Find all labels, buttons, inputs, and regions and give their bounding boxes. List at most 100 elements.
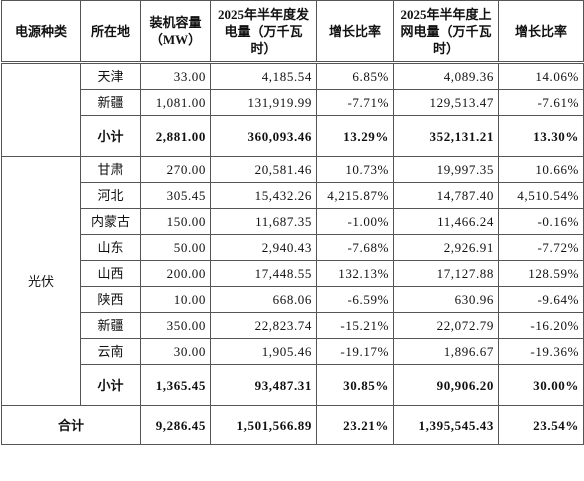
row-label: 陕西 <box>80 286 141 313</box>
value-cell: 10.73% <box>316 156 394 183</box>
header-row: 电源种类 所在地 装机容量（MW） 2025年半年度发电量（万千瓦时） 增长比率 2025… <box>1 0 584 64</box>
total-row: 合计 9,286.45 1,501,566.89 23.21% 1,395,545.43… <box>1 405 584 445</box>
value-cell: 1,905.46 <box>210 338 317 365</box>
row-label: 甘肃 <box>80 156 141 183</box>
value-cell: 19,997.35 <box>393 156 499 183</box>
subtotal-row: 小计 1,365.45 93,487.31 30.85% 90,906.20 30.00% <box>2 364 584 406</box>
value-cell: -19.36% <box>498 338 584 365</box>
value-cell: -1.00% <box>316 208 394 235</box>
row-label: 内蒙古 <box>80 208 141 235</box>
row-label: 新疆 <box>80 312 141 339</box>
value-cell: 20,581.46 <box>210 156 317 183</box>
value-cell: 14.06% <box>498 62 584 90</box>
value-cell: 1,896.67 <box>393 338 499 365</box>
value-cell: -15.21% <box>316 312 394 339</box>
value-cell: 4,510.54% <box>498 182 584 209</box>
data-row: 新疆 350.00 22,823.74 -15.21% 22,072.79 -16.20% <box>2 312 584 339</box>
type-cell: 光伏 <box>1 156 81 406</box>
value-cell: 22,072.79 <box>393 312 499 339</box>
value-cell: 11,687.35 <box>210 208 317 235</box>
data-row: 陕西 10.00 668.06 -6.59% 630.96 -9.64% <box>2 286 584 313</box>
value-cell: 668.06 <box>210 286 317 313</box>
value-cell: 9,286.45 <box>140 405 211 445</box>
value-cell: 30.00% <box>498 364 584 406</box>
header-cell: 2025年半年度上网电量（万千瓦时） <box>393 0 499 64</box>
header-cell: 所在地 <box>80 0 141 64</box>
value-cell: 352,131.21 <box>393 115 499 157</box>
value-cell: 17,448.55 <box>210 260 317 287</box>
value-cell: 630.96 <box>393 286 499 313</box>
value-cell: -0.16% <box>498 208 584 235</box>
value-cell: 10.66% <box>498 156 584 183</box>
value-cell: 23.21% <box>316 405 394 445</box>
data-row: 山东 50.00 2,940.43 -7.68% 2,926.91 -7.72% <box>2 234 584 261</box>
value-cell: 13.30% <box>498 115 584 157</box>
value-cell: 93,487.31 <box>210 364 317 406</box>
value-cell: 90,906.20 <box>393 364 499 406</box>
value-cell: 132.13% <box>316 260 394 287</box>
row-label: 河北 <box>80 182 141 209</box>
value-cell: 270.00 <box>140 156 211 183</box>
value-cell: 11,466.24 <box>393 208 499 235</box>
value-cell: 129,513.47 <box>393 89 499 116</box>
value-cell: 17,127.88 <box>393 260 499 287</box>
row-label: 天津 <box>80 62 141 90</box>
value-cell: 13.29% <box>316 115 394 157</box>
row-label: 小计 <box>80 115 141 157</box>
row-label: 山西 <box>80 260 141 287</box>
value-cell: 2,926.91 <box>393 234 499 261</box>
value-cell: 150.00 <box>140 208 211 235</box>
value-cell: 4,185.54 <box>210 62 317 90</box>
data-row: 内蒙古 150.00 11,687.35 -1.00% 11,466.24 -0.16% <box>2 208 584 235</box>
value-cell: 30.85% <box>316 364 394 406</box>
header-cell: 增长比率 <box>498 0 584 64</box>
header-cell: 电源种类 <box>1 0 81 64</box>
value-cell: 2,881.00 <box>140 115 211 157</box>
value-cell: 6.85% <box>316 62 394 90</box>
value-cell: -9.64% <box>498 286 584 313</box>
data-row: 云南 30.00 1,905.46 -19.17% 1,896.67 -19.36% <box>2 338 584 365</box>
value-cell: -16.20% <box>498 312 584 339</box>
header-cell: 装机容量（MW） <box>140 0 211 64</box>
header-cell: 增长比率 <box>316 0 394 64</box>
value-cell: 14,787.40 <box>393 182 499 209</box>
data-row: 光伏 甘肃 270.00 20,581.46 10.73% 19,997.35 10.66% <box>1 156 584 406</box>
subtotal-row: 小计 2,881.00 360,093.46 13.29% 352,131.21 13.3… <box>2 115 584 157</box>
value-cell: 305.45 <box>140 182 211 209</box>
data-row: 天津 33.00 4,185.54 6.85% 4,089.36 14.06% <box>1 62 584 157</box>
value-cell: 360,093.46 <box>210 115 317 157</box>
data-row: 新疆 1,081.00 131,919.99 -7.71% 129,513.47 -7.6… <box>2 89 584 116</box>
value-cell: 1,395,545.43 <box>393 405 499 445</box>
value-cell: 30.00 <box>140 338 211 365</box>
row-label: 小计 <box>80 364 141 406</box>
value-cell: -7.68% <box>316 234 394 261</box>
data-row: 河北 305.45 15,432.26 4,215.87% 14,787.40 4,510… <box>2 182 584 209</box>
row-label: 云南 <box>80 338 141 365</box>
value-cell: 128.59% <box>498 260 584 287</box>
value-cell: 1,501,566.89 <box>210 405 317 445</box>
value-cell: -19.17% <box>316 338 394 365</box>
value-cell: 200.00 <box>140 260 211 287</box>
value-cell: 10.00 <box>140 286 211 313</box>
row-label: 山东 <box>80 234 141 261</box>
value-cell: 350.00 <box>140 312 211 339</box>
value-cell: 4,215.87% <box>316 182 394 209</box>
row-label: 合计 <box>1 405 141 445</box>
value-cell: 4,089.36 <box>393 62 499 90</box>
value-cell: 22,823.74 <box>210 312 317 339</box>
value-cell: 50.00 <box>140 234 211 261</box>
data-row: 山西 200.00 17,448.55 132.13% 17,127.88 128.59% <box>2 260 584 287</box>
value-cell: 15,432.26 <box>210 182 317 209</box>
value-cell: -6.59% <box>316 286 394 313</box>
value-cell: 1,081.00 <box>140 89 211 116</box>
row-label: 新疆 <box>80 89 141 116</box>
value-cell: -7.72% <box>498 234 584 261</box>
value-cell: -7.71% <box>316 89 394 116</box>
type-cell <box>1 62 81 157</box>
header-cell: 2025年半年度发电量（万千瓦时） <box>210 0 317 64</box>
value-cell: 33.00 <box>140 62 211 90</box>
table-body: 天津 33.00 4,185.54 6.85% 4,089.36 14.06% 新疆 1,08… <box>1 62 584 445</box>
value-cell: 23.54% <box>498 405 584 445</box>
report-table: 电源种类 所在地 装机容量（MW） 2025年半年度发电量（万千瓦时） 增长比率 2025… <box>1 0 584 445</box>
value-cell: 131,919.99 <box>210 89 317 116</box>
